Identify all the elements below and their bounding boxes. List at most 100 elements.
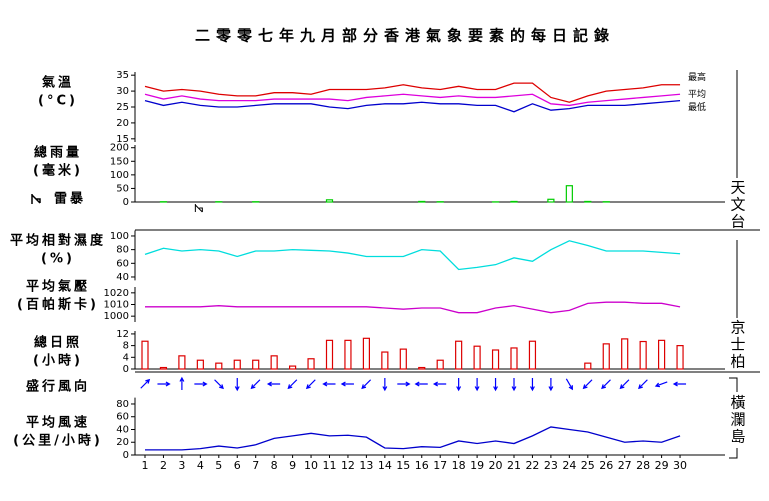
- bar: [528, 340, 537, 370]
- wind-arrow: [511, 378, 517, 392]
- x-tick-label: 4: [197, 459, 204, 472]
- wind-arrow: [266, 381, 281, 387]
- wind-arrow: [250, 379, 261, 390]
- x-tick-label: 9: [289, 459, 296, 472]
- wind-arrow: [548, 378, 554, 392]
- x-tick-label: 24: [562, 459, 576, 472]
- x-tick-label: 28: [636, 459, 650, 472]
- x-tick-label: 11: [323, 459, 337, 472]
- data-line: [144, 240, 681, 271]
- bar: [657, 339, 666, 370]
- y-tick-label: 80: [116, 245, 129, 256]
- bar: [159, 366, 168, 370]
- data-line: [145, 426, 681, 451]
- y-tick-label: 0: [123, 450, 129, 461]
- y-tick-label: 20: [116, 437, 129, 448]
- y-tick-label: 1020: [104, 288, 129, 299]
- bar: [381, 351, 389, 370]
- axis-label: 盛行風向: [26, 379, 90, 395]
- x-tick-label: 3: [178, 459, 185, 472]
- y-tick-label: 150: [110, 156, 129, 167]
- bar: [584, 200, 592, 203]
- y-tick-label: 40: [116, 272, 129, 283]
- axis-label: (公里/小時): [13, 433, 103, 449]
- x-tick-label: 15: [396, 459, 410, 472]
- axis-label: 雷暴: [54, 191, 86, 207]
- wind-arrow: [397, 381, 411, 387]
- y-tick-label: 50: [116, 183, 129, 194]
- x-tick-label: 2: [160, 459, 167, 472]
- x-tick-label: 26: [599, 459, 613, 472]
- bar: [584, 362, 592, 370]
- legend-label: 最高: [688, 71, 706, 83]
- wind-arrow: [493, 378, 498, 392]
- wind-arrow: [287, 379, 298, 390]
- station-label: 橫瀾島: [729, 395, 747, 446]
- data-line: [144, 99, 681, 113]
- y-tick-label: 100: [110, 170, 129, 181]
- y-tick-label: 60: [116, 258, 129, 269]
- station-label: 京士柏: [729, 320, 747, 371]
- axis-label: (百帕斯卡): [17, 297, 99, 313]
- axis-label: 氣溫: [42, 75, 74, 91]
- bar: [399, 348, 407, 370]
- axis-label: 平均風速: [26, 415, 90, 431]
- y-tick-label: 0: [123, 364, 129, 375]
- y-tick-label: 12: [116, 329, 129, 340]
- bar: [455, 340, 463, 370]
- bar: [196, 359, 204, 370]
- y-tick-label: 35: [116, 70, 129, 81]
- data-line: [144, 93, 681, 107]
- x-tick-label: 17: [433, 459, 447, 472]
- wind-arrow: [322, 381, 336, 387]
- data-line: [145, 301, 681, 314]
- bar: [141, 340, 149, 370]
- legend-label: 平均: [688, 88, 706, 100]
- bar: [491, 349, 500, 370]
- bar: [307, 358, 315, 370]
- bar: [639, 340, 647, 370]
- y-tick-label: 200: [110, 143, 129, 154]
- bar: [676, 345, 684, 370]
- station-label: 天文台: [729, 180, 747, 231]
- bar: [436, 359, 444, 370]
- y-tick-label: 40: [116, 424, 129, 435]
- wind-arrow: [565, 378, 573, 391]
- y-tick-label: 100: [110, 231, 129, 242]
- x-tick-label: 16: [415, 459, 429, 472]
- thunder-icon: [31, 194, 41, 204]
- wind-arrow: [530, 378, 535, 392]
- bar: [547, 198, 555, 203]
- x-tick-label: 27: [618, 459, 632, 472]
- bar: [215, 362, 223, 370]
- bar: [621, 338, 629, 370]
- x-tick-label: 13: [359, 459, 373, 472]
- bar: [510, 200, 518, 203]
- y-tick-label: 20: [116, 118, 129, 129]
- wind-arrow: [601, 379, 611, 390]
- bar: [289, 365, 297, 370]
- wind-arrow: [361, 379, 372, 390]
- wind-arrow: [414, 381, 428, 387]
- wind-arrow: [654, 381, 668, 388]
- bar: [565, 185, 573, 203]
- bar: [510, 347, 518, 370]
- x-tick-label: 1: [142, 459, 149, 472]
- bar: [602, 343, 610, 370]
- y-tick-label: 4: [123, 352, 129, 363]
- thunder-mark: [194, 204, 203, 213]
- axis-label: (小時): [33, 353, 83, 369]
- axis-label: 平均相對濕度: [10, 233, 106, 249]
- bar: [325, 339, 334, 370]
- bar: [325, 199, 334, 203]
- axis-label: (%): [41, 252, 75, 267]
- y-tick-label: 1010: [104, 300, 129, 311]
- axis-label: 平均氣壓: [26, 279, 90, 295]
- wind-arrow: [157, 381, 171, 387]
- bar: [270, 355, 278, 370]
- wind-arrow: [194, 381, 208, 387]
- x-tick-label: 25: [581, 459, 595, 472]
- bar: [473, 345, 481, 370]
- bar: [418, 200, 426, 203]
- x-tick-label: 22: [525, 459, 539, 472]
